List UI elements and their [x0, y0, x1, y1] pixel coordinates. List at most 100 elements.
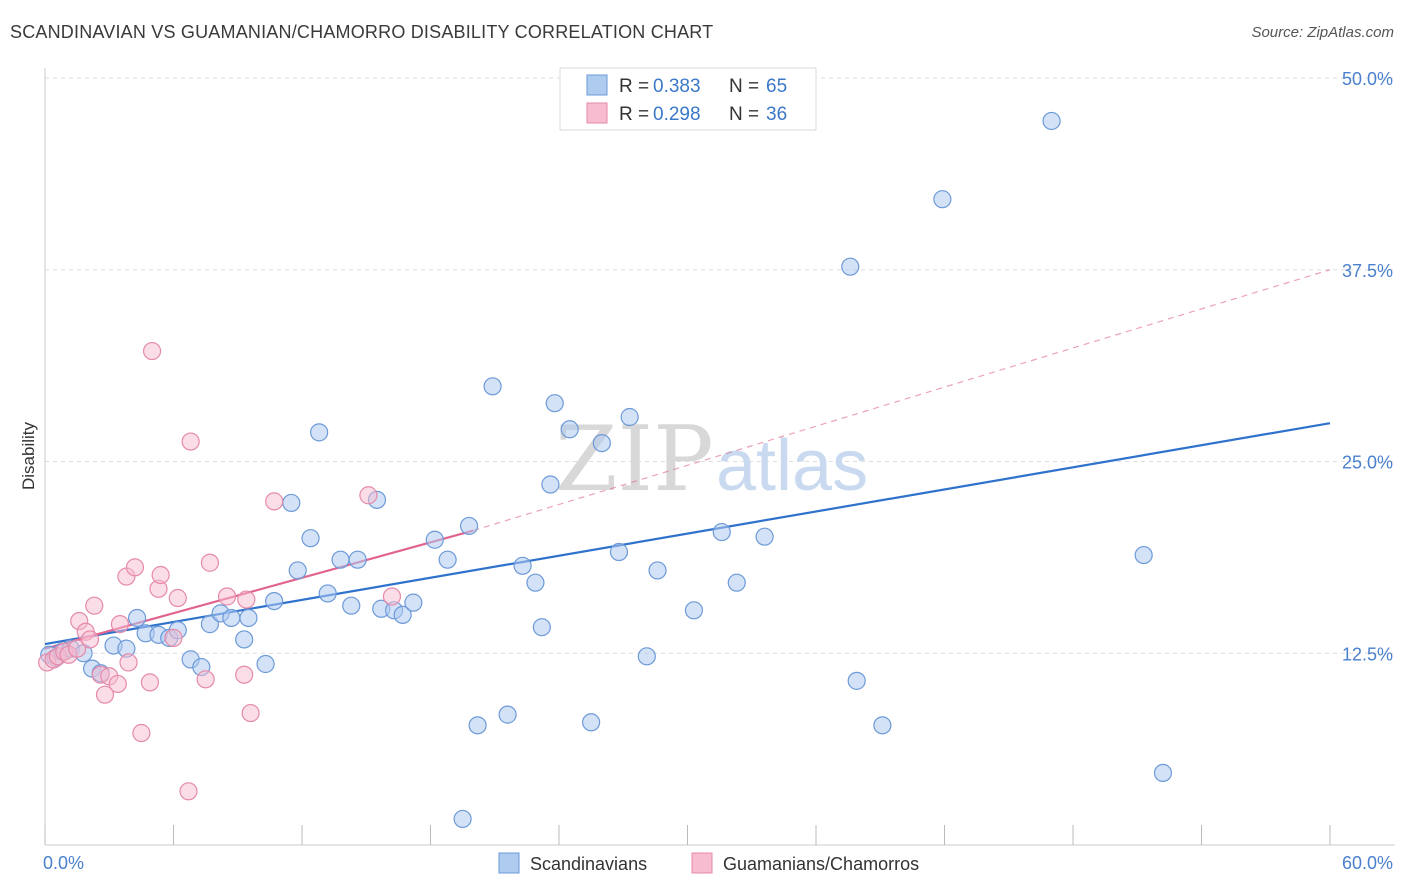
y-axis-label: Disability — [19, 421, 38, 490]
legend: R = 0.383 N = 65 R = 0.298 N = 36 — [559, 67, 817, 131]
point-scandinavians — [620, 407, 639, 427]
point-guamanians — [382, 587, 402, 606]
point-guamanians — [110, 615, 130, 634]
trend-line-scandinavians — [44, 422, 1331, 646]
point-guamanians — [80, 630, 100, 649]
point-scandinavians — [282, 493, 301, 513]
point-scandinavians — [318, 584, 337, 603]
watermark-atlas: atlas — [716, 426, 868, 506]
bottom-legend: Scandinavians Guamanians/Chamorros — [498, 852, 919, 874]
point-scandinavians — [755, 527, 774, 546]
point-guamanians — [217, 587, 237, 606]
point-scandinavians — [438, 550, 457, 569]
bottom-legend-swatch-scandinavians — [498, 852, 520, 874]
point-guamanians — [140, 673, 160, 692]
point-guamanians — [119, 653, 138, 672]
legend-n-label-2: N = — [729, 104, 759, 125]
point-scandinavians — [342, 596, 361, 615]
point-scandinavians — [609, 542, 629, 562]
gridlines — [45, 77, 1395, 654]
point-guamanians — [108, 674, 127, 694]
x-tick-label-max: 60.0% — [1342, 853, 1393, 873]
point-guamanians — [196, 670, 215, 689]
x-tick-label-min: 0.0% — [43, 853, 84, 873]
point-scandinavians — [468, 716, 487, 735]
tick-labels: 12.5% 25.0% 37.5% 50.0% 0.0% 60.0% — [43, 69, 1393, 873]
point-scandinavians — [513, 556, 532, 575]
point-scandinavians — [648, 561, 667, 580]
data-points — [38, 111, 1173, 829]
point-scandinavians — [712, 522, 731, 542]
point-guamanians — [200, 553, 220, 572]
point-guamanians — [241, 703, 260, 723]
point-scandinavians — [545, 394, 564, 413]
point-scandinavians — [288, 561, 307, 580]
point-scandinavians — [483, 377, 502, 396]
point-scandinavians — [222, 608, 241, 628]
point-scandinavians — [847, 671, 866, 690]
point-scandinavians — [541, 475, 560, 494]
point-guamanians — [237, 590, 256, 609]
legend-n-value-2: 36 — [766, 104, 787, 125]
y-tick-label: 37.5% — [1342, 261, 1393, 281]
point-scandinavians — [592, 433, 611, 453]
chart-title: SCANDINAVIAN VS GUAMANIAN/CHAMORRO DISAB… — [10, 22, 714, 42]
legend-r-value-2: 0.298 — [653, 104, 701, 125]
point-scandinavians — [873, 716, 892, 735]
trend-line-guamanians — [44, 529, 474, 650]
point-guamanians — [142, 341, 162, 361]
legend-n-value-1: 65 — [766, 76, 787, 97]
point-scandinavians — [331, 550, 350, 569]
point-guamanians — [181, 432, 200, 451]
point-scandinavians — [235, 630, 254, 649]
legend-n-label-1: N = — [729, 76, 759, 97]
point-guamanians — [168, 588, 187, 608]
point-scandinavians — [637, 647, 656, 666]
point-scandinavians — [425, 530, 444, 549]
point-scandinavians — [393, 605, 412, 625]
point-scandinavians — [684, 601, 704, 620]
source-credit: Source: ZipAtlas.com — [1251, 24, 1394, 41]
legend-swatch-scandinavians — [586, 74, 608, 96]
point-guamanians — [125, 558, 145, 577]
point-scandinavians — [1042, 111, 1061, 131]
point-guamanians — [164, 628, 183, 648]
point-scandinavians — [532, 618, 551, 637]
point-guamanians — [151, 565, 170, 585]
y-tick-label: 25.0% — [1342, 453, 1393, 473]
legend-swatch-guamanians — [586, 102, 608, 124]
point-guamanians — [265, 492, 284, 511]
point-scandinavians — [127, 608, 147, 628]
legend-r-label-2: R = — [619, 104, 649, 125]
point-scandinavians — [933, 190, 952, 209]
point-guamanians — [179, 782, 198, 801]
point-scandinavians — [453, 809, 472, 829]
point-scandinavians — [265, 591, 284, 611]
point-guamanians — [85, 596, 104, 615]
point-guamanians — [68, 639, 87, 658]
y-tick-label: 12.5% — [1342, 644, 1393, 664]
point-guamanians — [359, 486, 378, 505]
point-scandinavians — [200, 615, 220, 634]
bottom-legend-swatch-guamanians — [691, 852, 713, 874]
point-scandinavians — [459, 516, 479, 536]
point-scandinavians — [841, 257, 860, 276]
point-scandinavians — [310, 423, 329, 442]
point-scandinavians — [348, 550, 367, 569]
bottom-legend-label-scandinavians: Scandinavians — [530, 854, 647, 874]
legend-r-label-1: R = — [619, 76, 649, 97]
axes — [44, 68, 1395, 846]
point-scandinavians — [404, 593, 423, 612]
point-scandinavians — [1153, 763, 1173, 783]
legend-r-value-1: 0.383 — [653, 76, 701, 97]
point-scandinavians — [560, 420, 579, 439]
point-guamanians — [235, 665, 254, 684]
point-scandinavians — [498, 705, 517, 724]
point-scandinavians — [582, 713, 601, 732]
point-scandinavians — [1134, 545, 1153, 565]
y-tick-label: 50.0% — [1342, 69, 1393, 89]
point-scandinavians — [256, 654, 275, 674]
point-scandinavians — [301, 529, 320, 548]
point-scandinavians — [526, 573, 545, 592]
